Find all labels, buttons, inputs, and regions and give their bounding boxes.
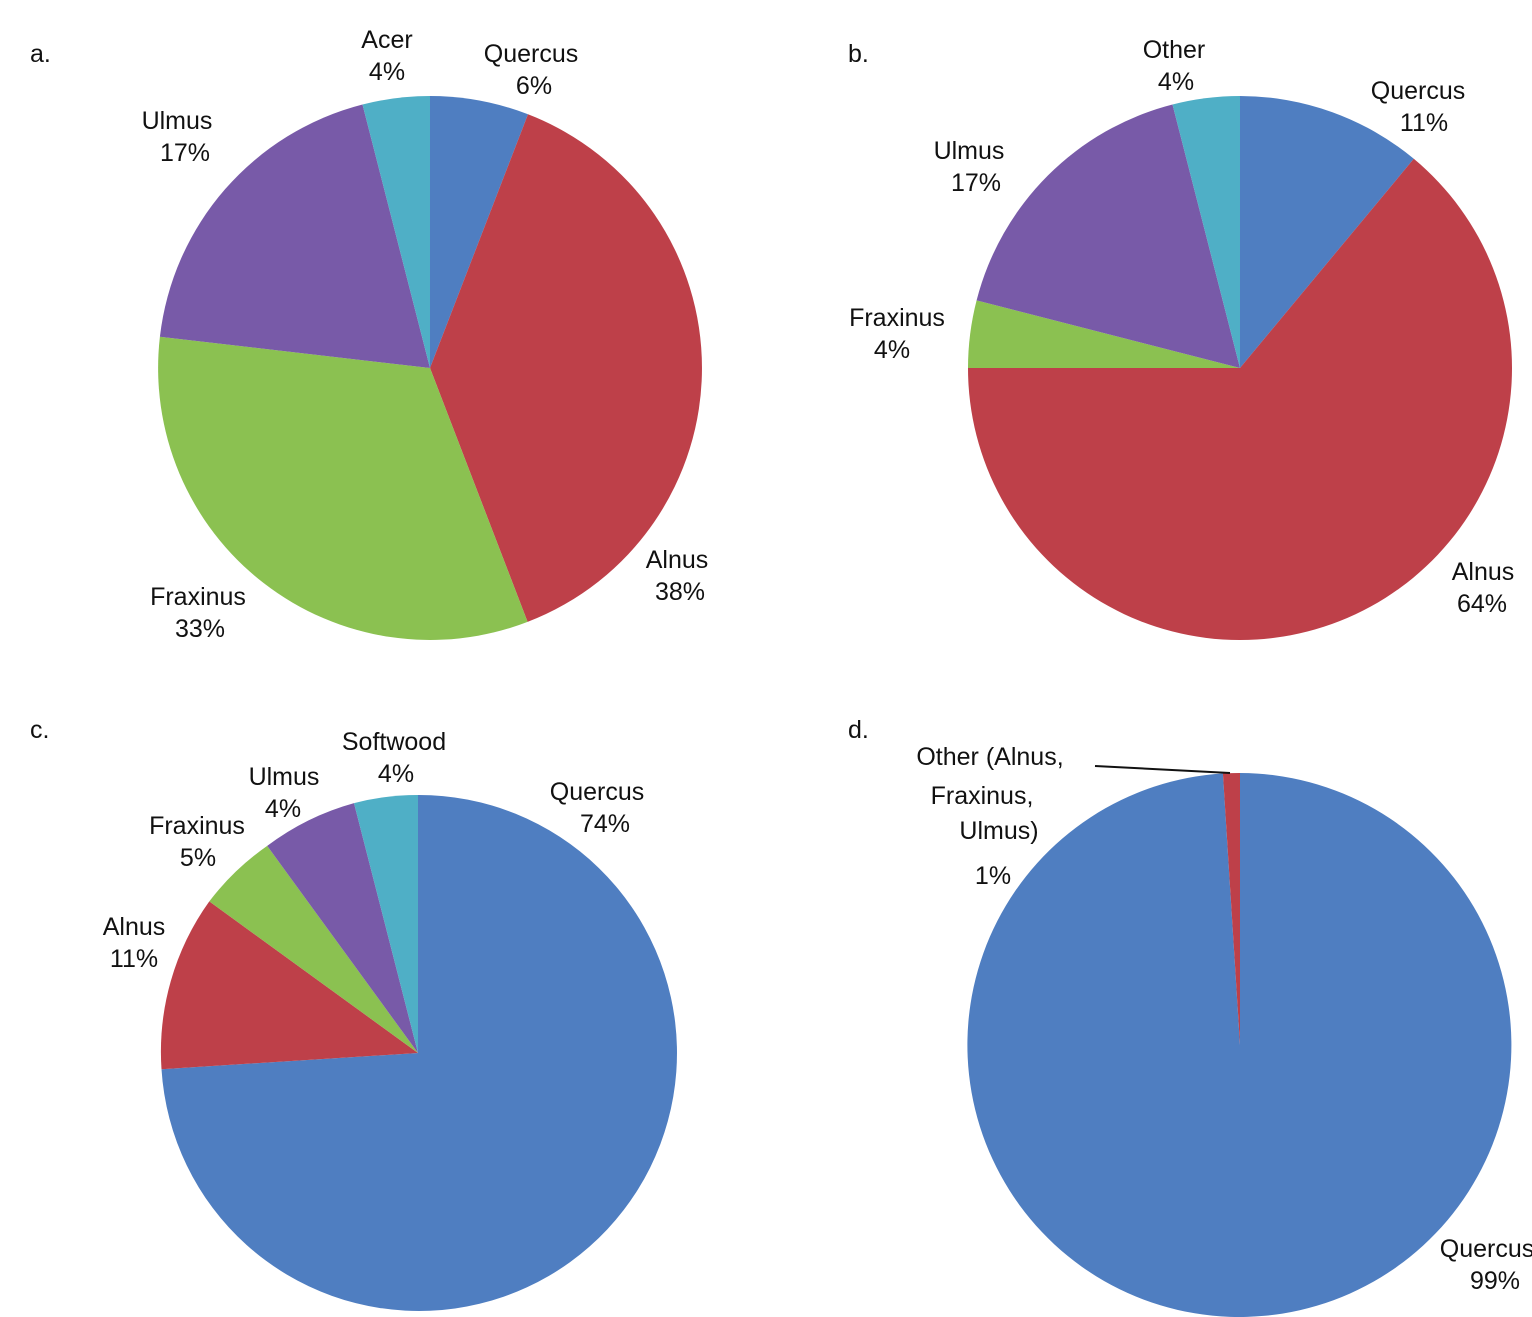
panel-d-letter: d. [848, 716, 869, 744]
panel-a: a. Quercus 6% Acer 4% Ulmus 17% Fraxinus… [30, 26, 708, 643]
label-a-alnus-name: Alnus [646, 546, 709, 574]
panel-a-letter: a. [30, 40, 51, 68]
slice-a-ulmus [159, 104, 430, 368]
label-c-alnus-name: Alnus [103, 913, 166, 941]
label-a-alnus-pct: 38% [655, 578, 705, 606]
label-b-quercus-name: Quercus [1371, 77, 1465, 105]
slice-a-acer [362, 96, 430, 368]
slice-b-fraxinus [968, 300, 1240, 368]
slice-d-other [1222, 772, 1240, 1045]
label-c-quercus-pct: 74% [580, 810, 630, 838]
label-b-fraxinus-name: Fraxinus [849, 304, 945, 332]
pie-c [160, 794, 677, 1311]
slice-b-alnus [968, 158, 1512, 641]
label-d-other-pct: 1% [975, 862, 1011, 890]
label-a-fraxinus-name: Fraxinus [150, 583, 246, 611]
panel-b: b. Quercus 11% Other 4% Ulmus 17% Fraxin… [848, 36, 1515, 641]
label-c-ulmus-pct: 4% [265, 795, 301, 823]
label-a-quercus-pct: 6% [516, 72, 552, 100]
label-b-other-name: Other [1143, 36, 1206, 64]
label-a-quercus-name: Quercus [484, 40, 578, 68]
leader-line-d-other [1094, 765, 1231, 774]
label-d-quercus-name: Quercus [1440, 1235, 1532, 1263]
panel-c-letter: c. [30, 716, 49, 744]
slice-a-alnus [430, 114, 702, 622]
label-c-alnus-pct: 11% [110, 945, 158, 973]
label-d-other-line2: Fraxinus, [931, 782, 1034, 810]
label-a-ulmus-pct: 17% [160, 139, 210, 167]
label-d-other-line3: Ulmus) [959, 817, 1038, 845]
slice-b-ulmus [976, 104, 1240, 368]
pie-d [967, 772, 1512, 1317]
label-c-quercus-name: Quercus [550, 778, 644, 806]
label-b-ulmus-pct: 17% [951, 169, 1001, 197]
label-a-ulmus-name: Ulmus [142, 107, 213, 135]
slice-d-quercus [967, 773, 1512, 1317]
label-b-fraxinus-pct: 4% [874, 336, 910, 364]
label-b-other-pct: 4% [1158, 68, 1194, 96]
slice-c-softwood [354, 795, 418, 1053]
label-b-ulmus-name: Ulmus [934, 137, 1005, 165]
slice-a-quercus [430, 96, 528, 368]
label-c-fraxinus-pct: 5% [180, 844, 216, 872]
panel-b-letter: b. [848, 40, 869, 68]
slice-a-fraxinus [158, 336, 528, 640]
slice-c-alnus [160, 901, 419, 1070]
label-a-acer-pct: 4% [369, 58, 405, 86]
pie-a [158, 96, 702, 640]
label-c-ulmus-name: Ulmus [249, 763, 320, 791]
label-a-acer-name: Acer [361, 26, 412, 54]
label-c-fraxinus-name: Fraxinus [149, 812, 245, 840]
slice-b-other [1172, 96, 1240, 368]
label-b-quercus-pct: 11% [1400, 109, 1448, 137]
label-a-fraxinus-pct: 33% [175, 615, 225, 643]
label-b-alnus-pct: 64% [1457, 590, 1507, 618]
label-d-quercus-pct: 99% [1470, 1267, 1520, 1295]
panel-c: c. Quercus 74% Softwood 4% Ulmus 4% Frax… [30, 716, 677, 1311]
slice-b-quercus [1240, 96, 1414, 368]
panel-d: d. Other (Alnus, Fraxinus, Ulmus) 1% Que… [848, 716, 1532, 1317]
label-c-softwood-name: Softwood [342, 728, 446, 756]
slice-c-fraxinus [209, 845, 418, 1053]
label-b-alnus-name: Alnus [1452, 558, 1515, 586]
slice-c-quercus [161, 794, 677, 1311]
slice-c-ulmus [267, 803, 418, 1053]
label-d-other-line1: Other (Alnus, [916, 743, 1063, 771]
label-c-softwood-pct: 4% [378, 760, 414, 788]
pie-b [968, 96, 1512, 641]
